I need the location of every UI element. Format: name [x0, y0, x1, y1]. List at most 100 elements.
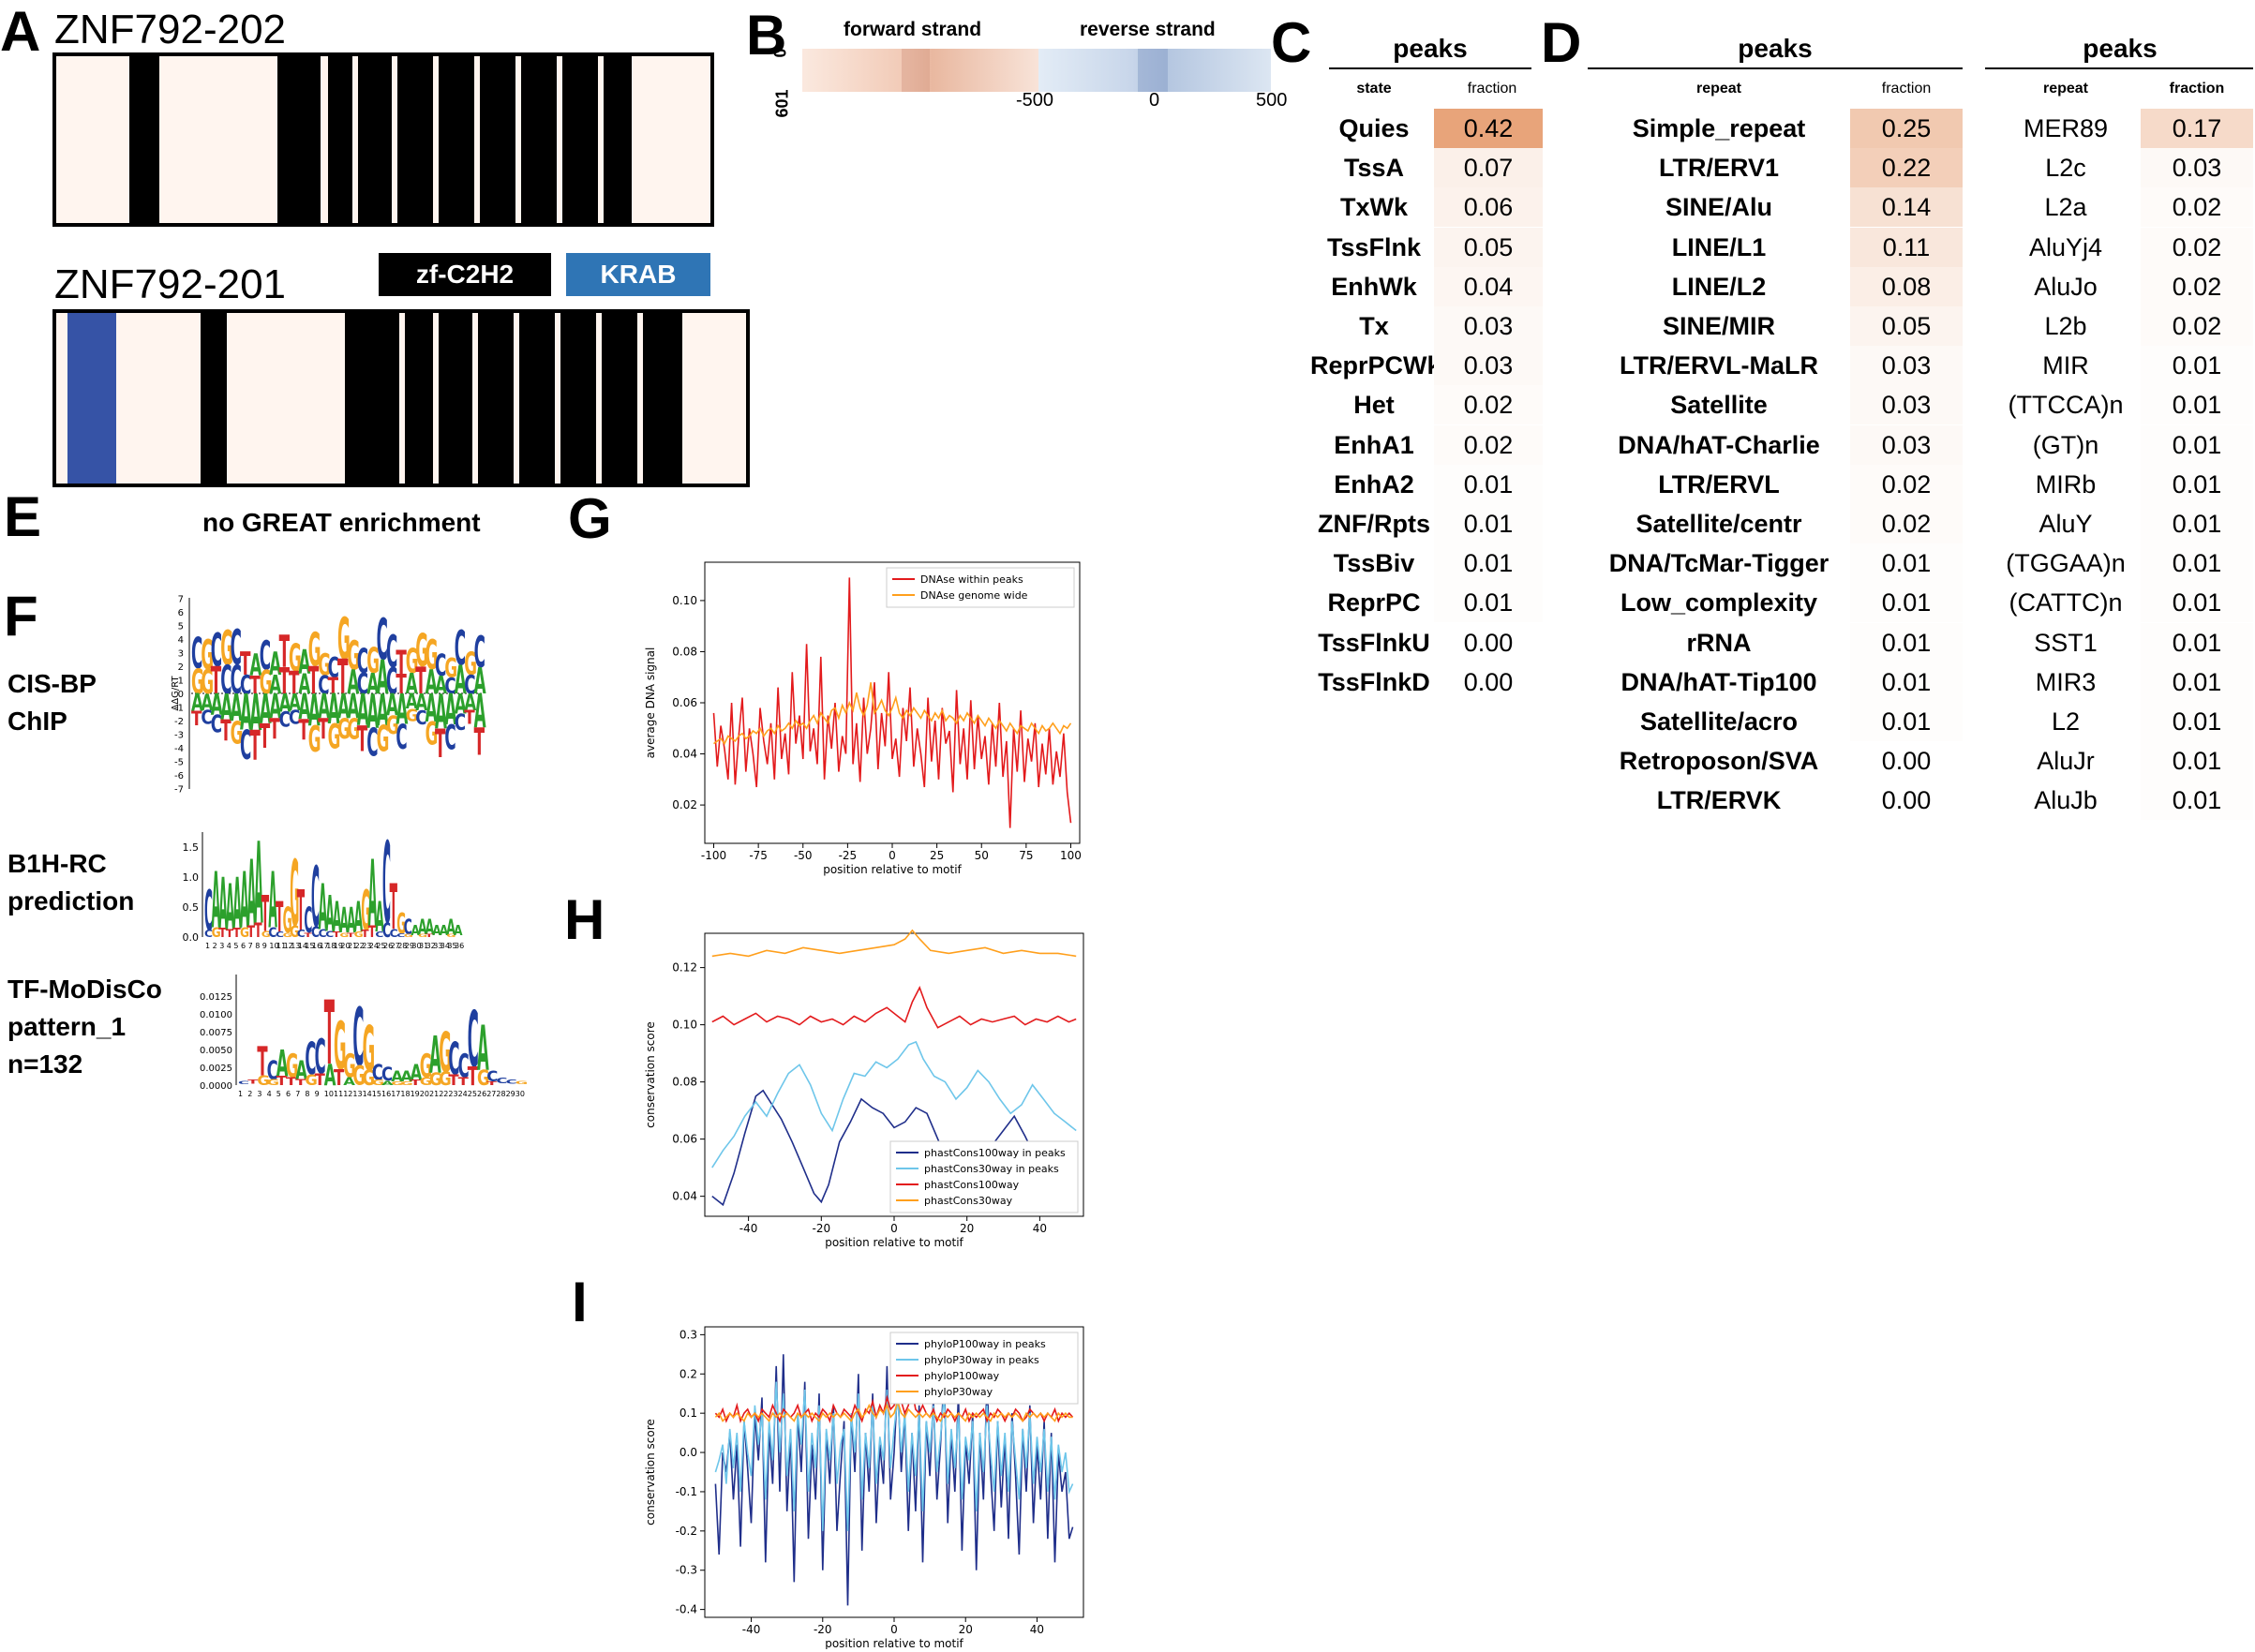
logo-letter: C: [444, 717, 455, 758]
heatmap-x-tick: 500: [1256, 90, 1288, 111]
heatmap-x-tick: 0: [1149, 90, 1160, 111]
zf-exon: [439, 56, 474, 223]
logo-xtick: 22: [355, 942, 365, 950]
logo-letter: A: [226, 871, 235, 945]
logo-letter: A: [415, 689, 427, 716]
logo-letter: G: [420, 1049, 433, 1086]
gene-title-201: ZNF792-201: [54, 261, 287, 307]
logo-letter: A: [269, 671, 281, 700]
logo-letter: A: [249, 647, 261, 682]
logo-letter: C: [238, 1080, 249, 1085]
table-row-value: 0.01: [1850, 543, 1963, 584]
logo-xtick: 14: [298, 942, 307, 950]
table-row-label: Satellite/centr: [1635, 510, 1802, 538]
logo-letter: A: [295, 1056, 307, 1086]
logo-letter: A: [240, 685, 252, 742]
y-tick-label: 0.10: [672, 594, 697, 607]
logo-xtick: 7: [295, 1090, 300, 1098]
panel-letter-b: B: [746, 4, 787, 67]
logo-xtick: 13: [352, 1090, 362, 1098]
logo-xtick: 25: [376, 942, 385, 950]
table-row-value: 0.01: [1850, 583, 1963, 623]
logo-letter: C: [386, 627, 397, 678]
logo-letter: G: [231, 716, 244, 752]
logo-letter: G: [260, 664, 273, 701]
logo-xtick: 8: [305, 1090, 309, 1098]
logo-letter: C: [240, 671, 251, 700]
logo-letter: T: [276, 1075, 288, 1089]
x-tick-label: -20: [813, 1222, 831, 1235]
table-row-label: EnhA1: [1334, 430, 1414, 459]
logo-letter: C: [276, 930, 284, 939]
series-line-phylop100way: [714, 1389, 1074, 1423]
table-row-value: 0.08: [1850, 266, 1963, 306]
great-enrichment-note: no GREAT enrichment: [202, 508, 481, 537]
logo-xtick: 36: [455, 942, 464, 950]
logo-letter: A: [386, 689, 398, 724]
logo-letter: C: [328, 652, 339, 684]
logo-ytick: 6: [178, 608, 184, 618]
logo-letter: A: [426, 662, 438, 702]
table-row-label: DNA/hAT-Charlie: [1618, 430, 1820, 459]
x-tick-label: -100: [701, 849, 726, 862]
zf-exon: [604, 56, 632, 223]
logo-letter: T: [390, 871, 397, 945]
table-row-label: LINE/L1: [1671, 232, 1767, 261]
logo-ytick: 0.0100: [200, 1010, 232, 1020]
x-tick-label: 0: [890, 1623, 898, 1636]
logo-letter: G: [400, 1080, 413, 1086]
legend-label: phyloP100way in peaks: [924, 1338, 1046, 1350]
logo-letter: G: [439, 1069, 452, 1091]
table-row-value: 0.00: [1850, 741, 1963, 781]
logo-letter: G: [446, 934, 455, 938]
logo-letter: T: [361, 928, 369, 940]
gene-diagram-201: [52, 309, 750, 487]
logo-letter: C: [448, 1034, 459, 1086]
logo-letter: G: [366, 640, 380, 681]
logo-xtick: 27: [486, 1090, 496, 1098]
table-row-value: 0.05: [1850, 306, 1963, 346]
logo-letter: G: [444, 654, 457, 685]
forward-strand-label: forward strand: [844, 19, 982, 40]
logo-xtick: 12: [284, 942, 293, 950]
logo-ytick: 1.0: [183, 871, 200, 884]
table-row-value: 0.01: [2141, 662, 2253, 702]
logo-letter: G: [261, 930, 271, 940]
table-row-value: 0.02: [2141, 187, 2253, 228]
table-row-value: 0.02: [1850, 464, 1963, 504]
logo-letter: A: [377, 687, 389, 737]
table-row-label: LTR/ERVL: [1658, 469, 1780, 499]
zf-exon: [328, 56, 352, 223]
cisbp-label-line2: ChIP: [7, 707, 67, 736]
logo-xtick: 29: [405, 942, 414, 950]
table-row-label: EnhWk: [1331, 272, 1417, 301]
table-row-value: 0.03: [1434, 306, 1543, 346]
series-line-phylop30way-in-peaks: [714, 1381, 1074, 1531]
logo-xtick: 5: [276, 1090, 281, 1098]
table-row-label: MIRb: [2035, 469, 2097, 499]
logo-letter: T: [220, 714, 231, 748]
strand-heatmap: [802, 49, 1271, 92]
logo-letter: C: [325, 930, 334, 940]
cisbp-label: CIS-BP ChIP: [7, 665, 97, 740]
table-row-value: 0.04: [1434, 266, 1543, 306]
table-row-value: 0.02: [1850, 504, 1963, 543]
zf-exon: [201, 313, 227, 484]
logo-xtick: 17: [391, 1090, 400, 1098]
table-row-value: 0.01: [1850, 622, 1963, 662]
logo-letter: C: [458, 1049, 470, 1086]
table-row-value: 0.01: [2141, 424, 2253, 465]
logo-xtick: 20: [340, 942, 350, 950]
y-tick-label: 0.08: [672, 645, 697, 658]
logo-xtick: 11: [334, 1090, 343, 1098]
table-row-value: 0.17: [2141, 109, 2253, 148]
zf-exon: [358, 56, 392, 223]
logo-letter: G: [464, 647, 477, 683]
logo-letter: A: [249, 684, 261, 742]
logo-letter: C: [468, 995, 479, 1085]
table-row-label: L2c: [2045, 154, 2086, 183]
table-row-value: 0.02: [2141, 306, 2253, 346]
logo-xtick: 2: [247, 1090, 252, 1098]
heatmap-y-bottom: 601: [772, 89, 792, 118]
